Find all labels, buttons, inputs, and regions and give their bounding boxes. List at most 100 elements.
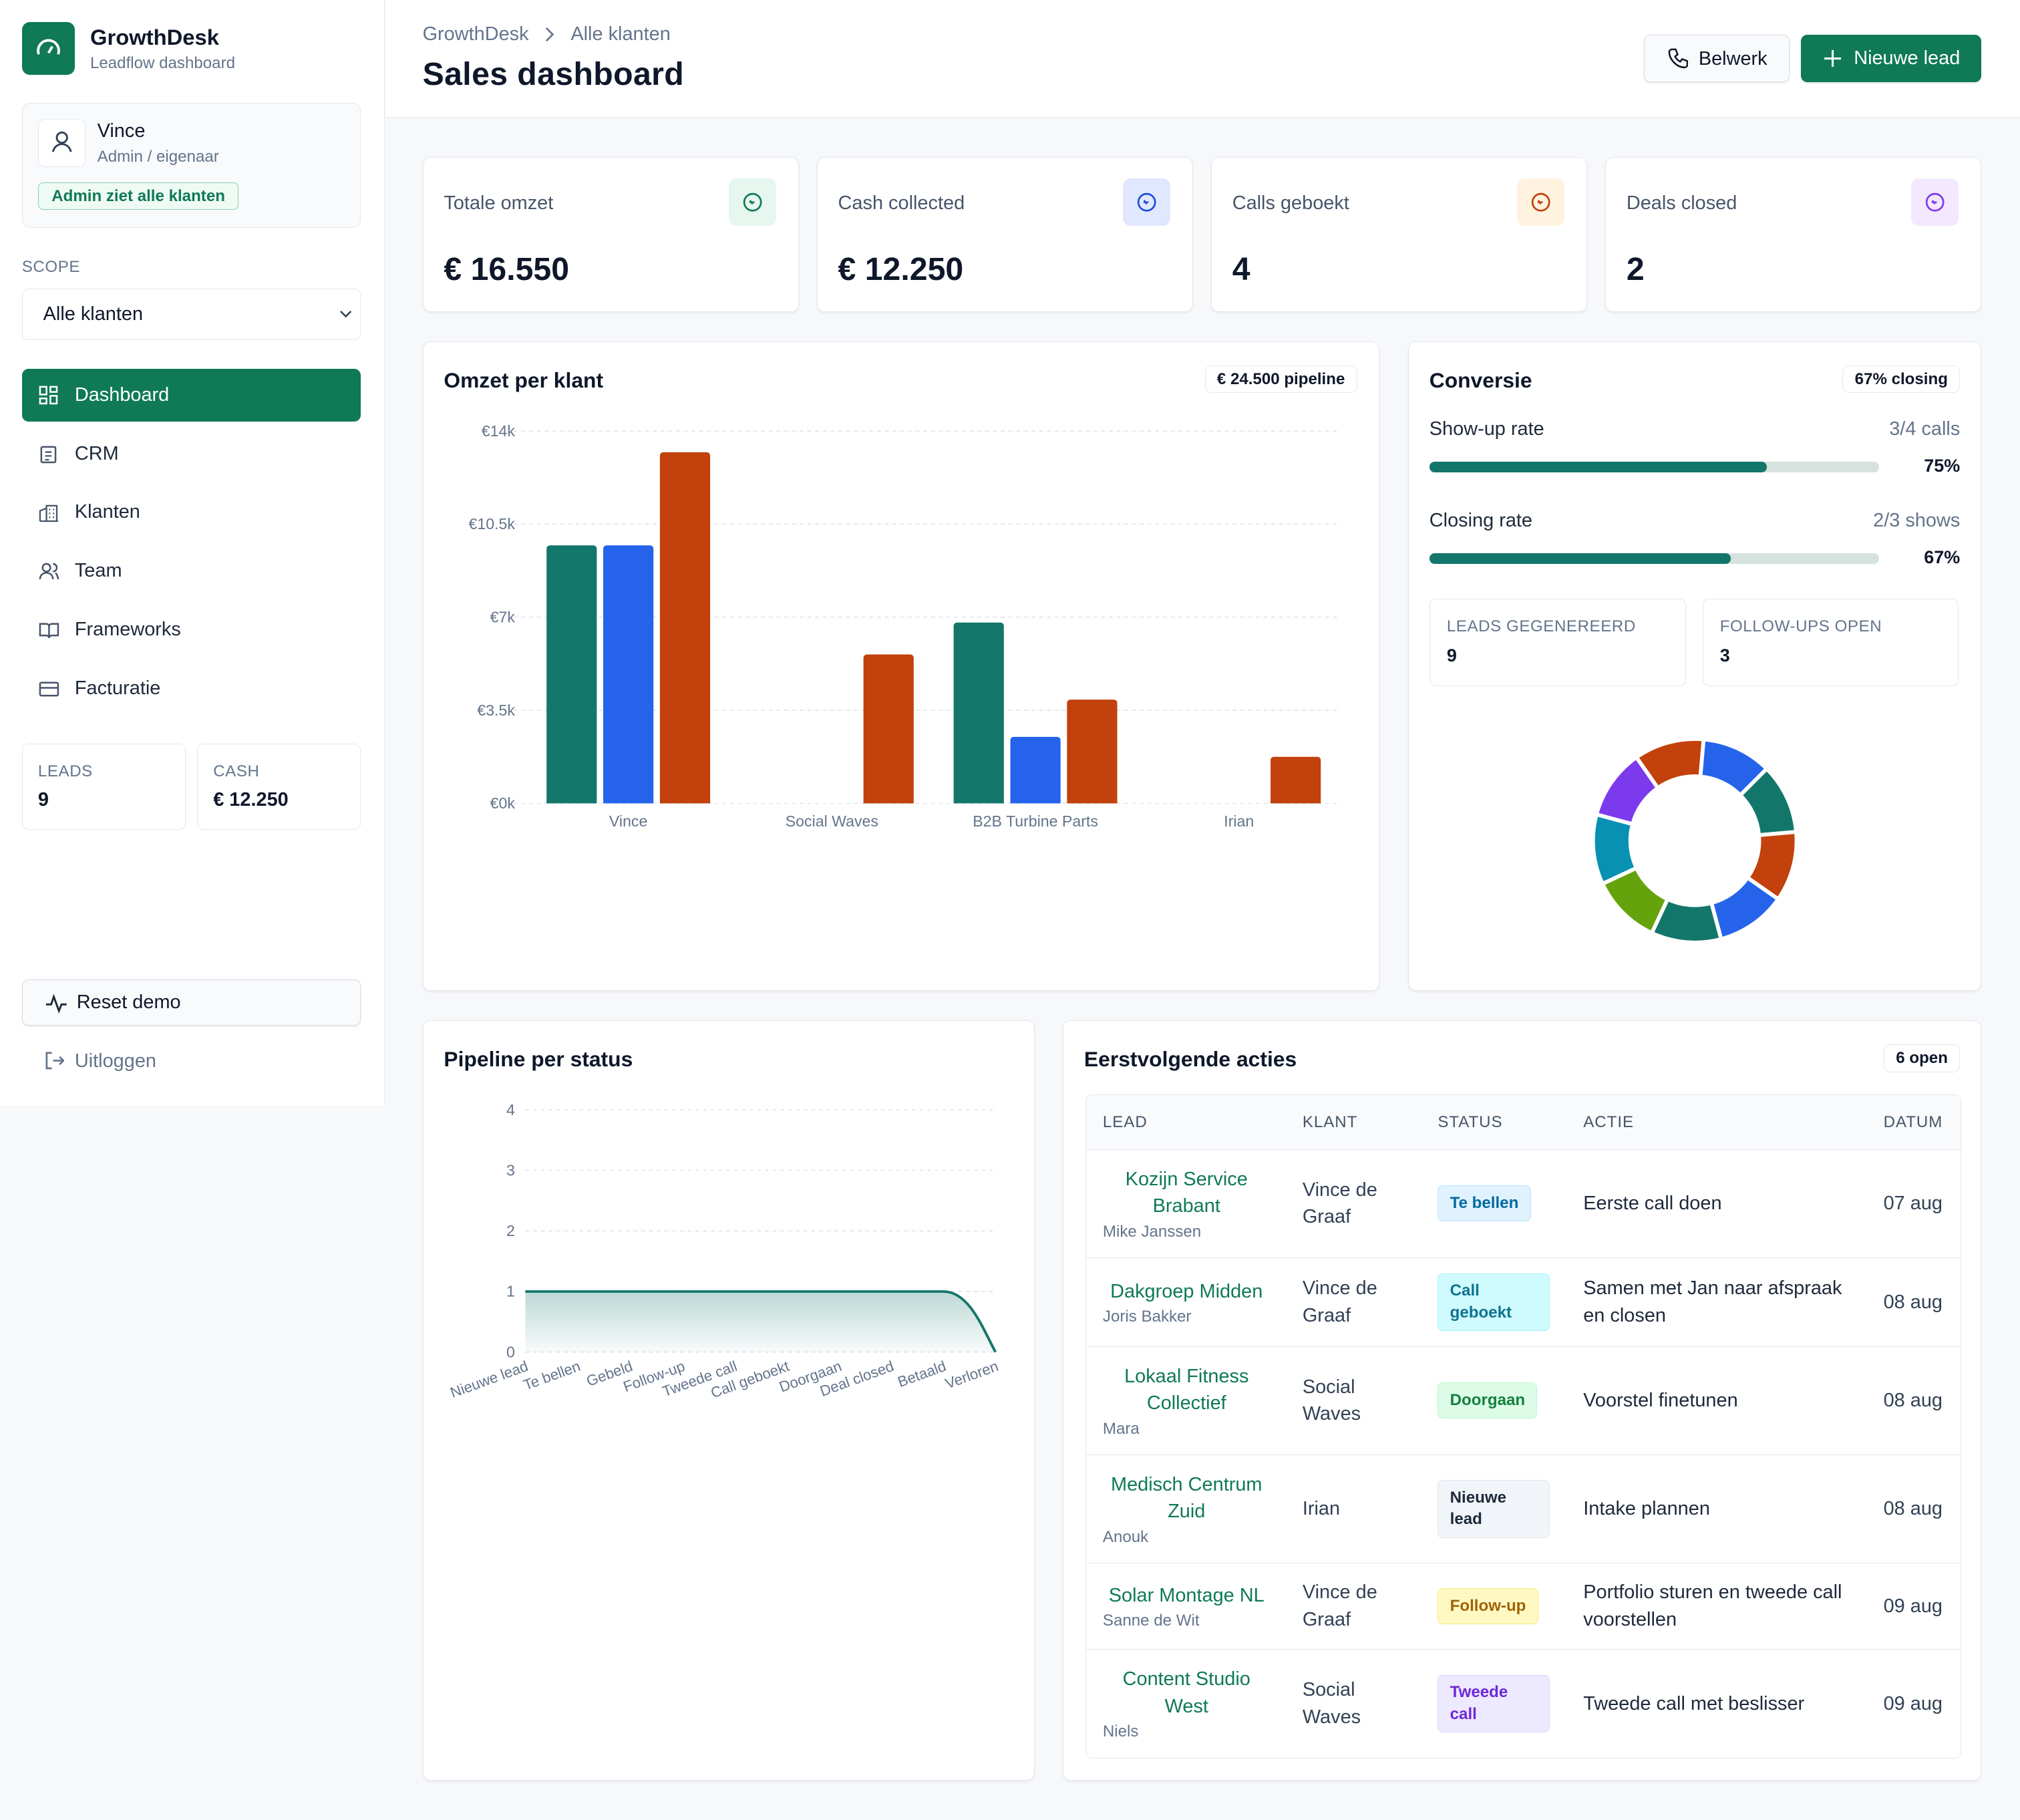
table-row[interactable]: Lokaal Fitness Collectief Mara Social Wave…	[1085, 1346, 1961, 1455]
kpi-icon-glyph	[1531, 192, 1550, 212]
rate-detail: 2/3 shows	[1873, 509, 1961, 531]
bar	[953, 622, 1004, 804]
table-row[interactable]: Medisch Centrum Zuid Anouk Irian Nieuwe lea…	[1085, 1454, 1961, 1563]
user-avatar	[37, 119, 86, 167]
y-tick-label: €14k	[481, 422, 515, 440]
x-tick-label: Verloren	[943, 1358, 1000, 1392]
card-title: Eerstvolgende acties	[1083, 1046, 1297, 1071]
lead-name[interactable]: Solar Montage NL	[1108, 1584, 1265, 1606]
plus-icon	[1824, 50, 1841, 67]
nav-item[interactable]: Frameworks	[22, 603, 361, 656]
status-cell: Call geboekt	[1421, 1257, 1567, 1347]
bar	[659, 452, 710, 804]
x-tick-label: Betaald	[895, 1358, 948, 1390]
y-tick-label: €10.5k	[468, 515, 515, 533]
action-cell: Samen met Jan naar afspraak en closen	[1566, 1257, 1867, 1347]
lead-cell: Content Studio West Niels	[1085, 1649, 1286, 1758]
scope-label: SCOPE	[21, 257, 81, 276]
nav-item[interactable]: Facturatie	[22, 662, 361, 715]
kpi-label: Cash collected	[838, 192, 965, 214]
lead-name[interactable]: Lokaal Fitness Collectief	[1124, 1365, 1249, 1414]
kpi-label: Totale omzet	[444, 192, 554, 214]
kpi-icon-glyph	[1137, 192, 1156, 212]
stat-label: LEADS	[37, 762, 93, 780]
rate-fill	[1429, 553, 1731, 564]
kpi-value: € 12.250	[838, 251, 964, 288]
nav-label: Team	[74, 560, 122, 582]
client-cell: Social Waves	[1285, 1649, 1421, 1758]
lead-name[interactable]: Content Studio West	[1122, 1668, 1250, 1717]
table-wrap: LEAD KLANT STATUS ACTIE DATUM Kozijn Service…	[1085, 1094, 1962, 1759]
reset-icon	[45, 994, 67, 1014]
kpi-card: Cash collected € 12.250	[816, 157, 1193, 312]
header: GrowthDesk Alle klanten Sales dashboard …	[385, 0, 2020, 118]
status-badge: Follow-up	[1438, 1588, 1538, 1624]
nav-icon	[39, 504, 58, 522]
page-title: Sales dashboard	[422, 55, 685, 92]
card-title: Conversie	[1429, 367, 1532, 392]
kpi-icon	[1516, 178, 1565, 226]
bar	[603, 545, 653, 804]
date-cell: 08 aug	[1866, 1257, 1961, 1347]
rate-label: Closing rate	[1429, 509, 1533, 531]
lead-contact: Sanne de Wit	[1102, 1612, 1200, 1630]
nav-icon	[39, 681, 59, 697]
kpi-value: 2	[1626, 251, 1645, 288]
breadcrumb-current: Alle klanten	[570, 23, 671, 45]
user-role: Admin / eigenaar	[97, 147, 219, 166]
nav-label: Facturatie	[74, 677, 161, 700]
new-lead-button[interactable]: Nieuwe lead	[1801, 35, 1982, 83]
rate-value: 75%	[1924, 455, 1961, 476]
status-cell: Nieuwe lead	[1421, 1454, 1567, 1563]
stat-value: € 12.250	[213, 789, 289, 811]
status-cell: Te bellen	[1421, 1149, 1567, 1258]
reset-button[interactable]: Reset demo	[21, 979, 361, 1026]
user-name: Vince	[97, 120, 146, 142]
client-cell: Vince de Graaf	[1285, 1562, 1421, 1650]
stat-label: CASH	[213, 762, 260, 780]
line-area	[524, 1292, 995, 1353]
lead-contact: Joris Bakker	[1102, 1308, 1192, 1326]
table-row[interactable]: Dakgroep Midden Joris Bakker Vince de Graa…	[1085, 1257, 1961, 1347]
status-badge: Te bellen	[1438, 1185, 1531, 1222]
mini-stat: FOLLOW-UPS OPEN 3	[1702, 598, 1959, 686]
nav-item[interactable]: Klanten	[22, 486, 361, 539]
lead-name[interactable]: Dakgroep Midden	[1110, 1280, 1263, 1302]
nav-label: Dashboard	[74, 384, 170, 406]
table-row[interactable]: Content Studio West Niels Social Waves Twee…	[1085, 1649, 1961, 1758]
action-cell: Eerste call doen	[1566, 1149, 1867, 1258]
breadcrumb-sep	[545, 27, 554, 42]
pipeline-card: Pipeline per status 0 1 2 3 4 Nieuwe lead Te b…	[422, 1020, 1035, 1781]
logo-icon	[36, 39, 60, 55]
table-row[interactable]: Solar Montage NL Sanne de Wit Vince de Gra…	[1085, 1562, 1961, 1650]
mini-stat-label: FOLLOW-UPS OPEN	[1719, 617, 1882, 635]
lead-name[interactable]: Medisch Centrum Zuid	[1111, 1473, 1262, 1523]
date-cell: 08 aug	[1866, 1454, 1961, 1563]
table-row[interactable]: Kozijn Service Brabant Mike Janssen Vince …	[1085, 1149, 1961, 1258]
call-button[interactable]: Belwerk	[1643, 35, 1790, 83]
scope-select[interactable]: Alle klanten	[21, 288, 361, 341]
phone-icon	[1668, 49, 1688, 69]
card-title: Pipeline per status	[444, 1046, 633, 1071]
nav-item[interactable]: CRM	[22, 428, 361, 480]
logout-label: Uitloggen	[74, 1050, 156, 1072]
lead-name[interactable]: Kozijn Service Brabant	[1125, 1168, 1248, 1217]
nav-item[interactable]: Team	[22, 545, 361, 597]
date-cell: 08 aug	[1866, 1346, 1961, 1455]
kpi-card: Calls geboekt 4	[1210, 157, 1587, 312]
logout-icon	[45, 1052, 65, 1070]
nav-item[interactable]: Dashboard	[21, 368, 361, 422]
breadcrumb-link[interactable]: GrowthDesk	[422, 23, 529, 45]
bar	[1270, 756, 1321, 804]
column-header: ACTIE	[1583, 1112, 1635, 1131]
nav-icon	[39, 563, 59, 580]
logout-link[interactable]: Uitloggen	[22, 1044, 361, 1080]
kpi-label: Deals closed	[1626, 192, 1737, 214]
bar	[546, 545, 597, 804]
nav-icon	[39, 386, 58, 404]
mini-stat-label: LEADS GEGENEREERD	[1446, 617, 1636, 635]
